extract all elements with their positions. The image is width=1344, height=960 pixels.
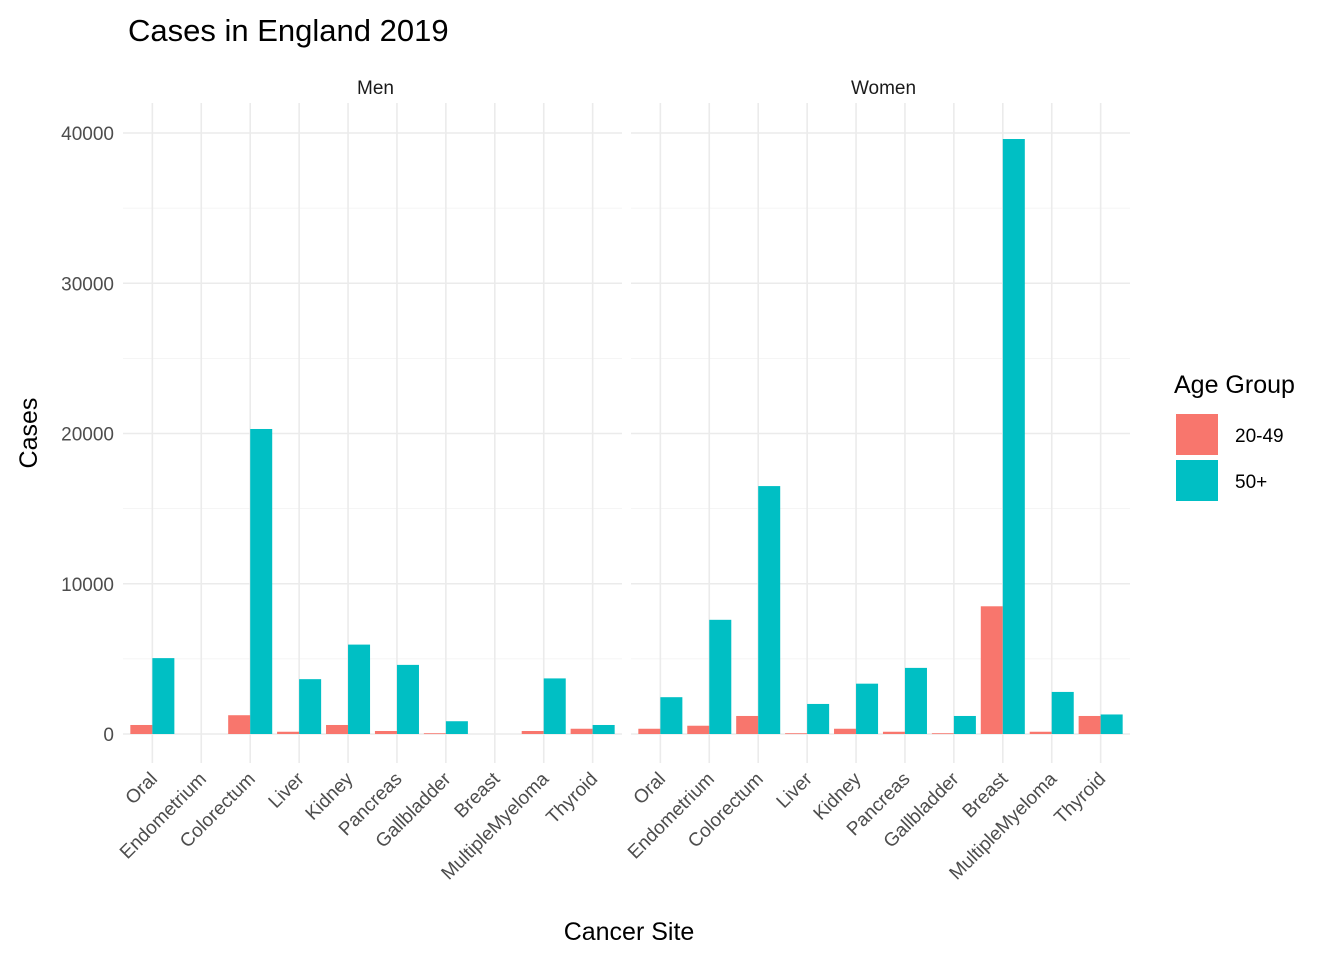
bar-women-oral-age-20-49 (638, 728, 661, 734)
bar-women-gallbladder-age-50-plus (953, 715, 976, 734)
bar-women-colorectum-age-20-49 (736, 715, 759, 734)
bar-women-liver-age-50-plus (807, 703, 830, 734)
y-axis-title: Cases (15, 398, 43, 469)
legend-title: Age Group (1174, 371, 1295, 399)
legend-key-age-50-plus (1176, 460, 1218, 501)
bar-men-thyroid-age-20-49 (570, 728, 593, 734)
y-tick-label: 10000 (61, 575, 114, 596)
bar-women-multiplemyeloma-age-20-49 (1029, 731, 1052, 734)
chart-title: Cases in England 2019 (128, 13, 449, 48)
x-tick-label: Oral (122, 769, 162, 809)
x-axis-title: Cancer Site (564, 918, 695, 946)
bar-women-kidney-age-20-49 (834, 728, 857, 734)
x-tick-label: Oral (630, 769, 670, 809)
facet-label: Men (357, 78, 394, 99)
bar-men-kidney-age-20-49 (326, 724, 349, 734)
bar-men-gallbladder-age-20-49 (423, 733, 446, 735)
x-tick-label: Thyroid (1051, 769, 1111, 829)
bar-men-thyroid-age-50-plus (592, 724, 615, 734)
bar-women-thyroid-age-50-plus (1100, 714, 1123, 734)
bar-men-liver-age-20-49 (277, 731, 300, 734)
bar-men-pancreas-age-50-plus (396, 664, 419, 734)
bar-men-multiplemyeloma-age-50-plus (543, 678, 566, 734)
bar-men-multiplemyeloma-age-20-49 (521, 730, 544, 734)
legend-key-age-20-49 (1176, 414, 1218, 455)
x-tick-label: Liver (773, 768, 817, 812)
bar-women-pancreas-age-50-plus (904, 667, 927, 734)
y-axis-ticks: 0 10000 20000 30000 40000 (61, 124, 114, 746)
bar-women-gallbladder-age-20-49 (931, 733, 954, 735)
bar-men-colorectum-age-20-49 (228, 715, 251, 734)
facet-label: Women (851, 78, 916, 99)
legend: Age Group 20-49 50+ (1174, 371, 1295, 501)
bar-women-pancreas-age-20-49 (882, 731, 905, 734)
bar-women-multiplemyeloma-age-50-plus (1051, 691, 1074, 734)
y-tick-label: 30000 (61, 274, 114, 295)
bar-women-oral-age-50-plus (660, 697, 683, 734)
legend-label: 20-49 (1235, 426, 1284, 447)
x-tick-label: Liver (265, 768, 309, 812)
legend-label: 50+ (1235, 472, 1267, 493)
bar-men-colorectum-age-50-plus (250, 428, 273, 734)
bar-women-liver-age-20-49 (785, 733, 808, 735)
y-tick-label: 20000 (61, 425, 114, 446)
x-tick-label: Thyroid (543, 769, 603, 829)
bar-men-liver-age-50-plus (299, 679, 322, 734)
bar-men-pancreas-age-20-49 (374, 730, 397, 734)
bar-men-kidney-age-50-plus (348, 644, 371, 734)
bar-women-endometrium-age-50-plus (709, 619, 732, 734)
bar-women-colorectum-age-50-plus (758, 486, 781, 734)
bar-women-breast-age-20-49 (980, 606, 1003, 734)
y-tick-label: 0 (103, 725, 114, 746)
bar-women-breast-age-50-plus (1002, 139, 1025, 734)
bar-men-oral-age-50-plus (152, 658, 175, 734)
bar-women-thyroid-age-20-49 (1078, 715, 1101, 734)
bar-men-oral-age-20-49 (130, 724, 153, 734)
bar-women-kidney-age-50-plus (856, 683, 879, 734)
y-tick-label: 40000 (61, 124, 114, 145)
bar-men-gallbladder-age-50-plus (445, 721, 468, 734)
bar-women-endometrium-age-20-49 (687, 725, 710, 734)
